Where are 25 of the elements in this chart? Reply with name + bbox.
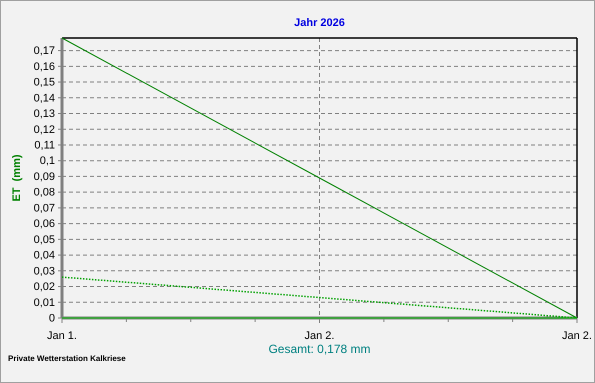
y-axis-title: ET (mm)	[11, 154, 23, 202]
y-tick-label: 0,1	[40, 155, 55, 168]
y-tick-label: 0,11	[34, 139, 55, 152]
y-tick-label: 0,17	[34, 45, 55, 58]
text: Private Wetterstation Kalkriese	[8, 354, 126, 363]
x-tick-label: Jan 1.	[47, 330, 77, 342]
y-tick-label: 0,04	[34, 250, 55, 262]
y-tick-label: 0,14	[34, 92, 55, 104]
y-tick-label: 0,05	[34, 234, 55, 246]
y-tick-label: 0,13	[34, 108, 55, 120]
y-tick-label: 0	[48, 312, 55, 325]
x-tick-label: Jan 2.	[562, 330, 592, 342]
y-tick-label: 0,02	[34, 281, 55, 294]
y-tick-label: 0,03	[34, 265, 55, 278]
y-tick-label: 0,06	[34, 218, 55, 230]
y-tick-label: 0,07	[34, 202, 55, 214]
y-tick-label: 0,08	[34, 186, 55, 199]
x-axis-title: Gesamt: 0,178 mm	[268, 342, 371, 356]
y-tick-label: 0,15	[34, 76, 55, 89]
y-tick-label: 0,12	[34, 124, 55, 136]
x-tick-label: Jan 2.	[304, 330, 334, 342]
y-tick-label: 0,09	[34, 170, 55, 183]
chart-title: Jahr 2026	[294, 17, 345, 29]
y-tick-label: 0,16	[34, 60, 55, 73]
y-tick-label: 0,01	[34, 296, 55, 309]
